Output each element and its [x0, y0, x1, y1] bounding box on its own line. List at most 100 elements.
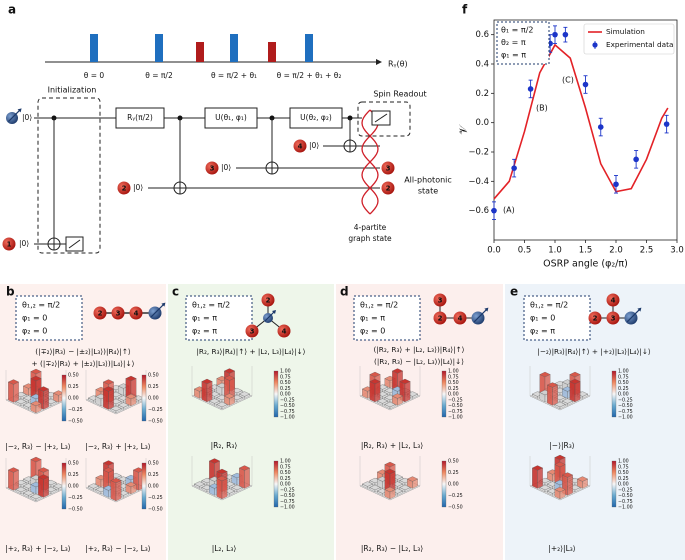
label: 0.00: [148, 484, 159, 490]
data-point: [582, 81, 589, 88]
cnot: [47, 237, 61, 251]
plot-bar: [216, 468, 228, 475]
node: [293, 139, 307, 153]
node: [433, 293, 447, 307]
plot-bar: [15, 486, 27, 493]
plot-bar: [223, 393, 236, 399]
label: 0.50: [448, 380, 459, 386]
label: −0.75: [448, 409, 463, 415]
label: θ₁,₂ = π/2: [192, 301, 230, 310]
label: 0.00: [618, 392, 629, 398]
node: [381, 161, 395, 175]
plot-bar: [110, 477, 122, 484]
spin-arrow: [626, 308, 641, 323]
label: −1.00: [618, 415, 633, 421]
node: [277, 324, 291, 338]
label: 0.25: [148, 472, 159, 478]
label: φ₁ = 0: [530, 314, 555, 323]
label: 0.25: [148, 384, 159, 390]
x-tick-label: 1.5: [579, 246, 593, 256]
plot-bar: [239, 467, 245, 489]
label: Rᵧ(θ): [388, 60, 408, 69]
plot-bar: [223, 375, 236, 381]
label: −0.25: [148, 495, 163, 501]
plot-bar: [7, 467, 20, 473]
plot-bar: [238, 465, 251, 471]
plot-bar: [554, 461, 566, 468]
label: 0.25: [68, 472, 79, 478]
plot-bar: [43, 476, 49, 498]
gate: [289, 107, 343, 129]
plot-bar: [391, 393, 404, 399]
spin-arrowhead: [637, 307, 642, 312]
panel-label: e: [510, 285, 518, 299]
param-box: [15, 295, 83, 341]
node: [245, 324, 259, 338]
plot-bar: [369, 381, 376, 403]
label: |0⟩: [22, 113, 32, 122]
plot-bar: [102, 386, 115, 392]
data-point: [613, 181, 619, 188]
label: U(θ₂, φ₂): [300, 113, 332, 122]
label: 2: [438, 315, 443, 323]
plot-bar: [374, 381, 381, 403]
label: −0.25: [148, 407, 163, 413]
label: θ₁,₂ = π/2: [22, 301, 60, 310]
label: 2: [266, 297, 271, 305]
label: −1.00: [280, 415, 295, 421]
label: 3: [438, 297, 443, 305]
panel-label: a: [8, 3, 16, 17]
label: |R₂, R₃⟩: [211, 441, 238, 450]
label: φ₁ = π: [501, 51, 526, 60]
label: −1.00: [280, 505, 295, 511]
node: [93, 306, 107, 320]
x-tick-label: 0.5: [518, 246, 532, 256]
plot-bar: [384, 461, 396, 468]
plot-bar: [561, 398, 574, 404]
node: [606, 293, 620, 307]
label: 0.50: [618, 470, 629, 476]
label: 0.50: [148, 373, 159, 379]
spin-arrowhead: [272, 310, 276, 314]
plot-bar: [369, 484, 381, 491]
data-point: [633, 156, 639, 163]
plot-bar: [574, 381, 581, 403]
label: 4: [611, 297, 616, 305]
plot-bar: [30, 368, 42, 375]
plot-bar: [102, 467, 115, 473]
label: |0⟩: [221, 163, 231, 172]
label: 1.00: [280, 369, 291, 375]
panel-label: b: [6, 285, 15, 299]
plot-bar: [102, 379, 115, 385]
label: −0.75: [618, 499, 633, 505]
plot-bar: [576, 476, 589, 482]
plot-bar: [404, 381, 411, 403]
pulse: [90, 34, 98, 62]
label: −0.25: [618, 397, 633, 403]
data-point: [597, 124, 604, 130]
label: 0.25: [280, 476, 291, 482]
readout-box: [357, 101, 411, 137]
x-tick-label: 2.0: [609, 246, 623, 256]
node: [129, 306, 143, 320]
label: −0.25: [448, 493, 463, 499]
label: 𝒱: [457, 124, 470, 135]
plot-bar: [108, 388, 114, 410]
node: [261, 293, 275, 307]
label: 0.50: [68, 373, 79, 379]
plot-bar: [30, 493, 42, 500]
plot-bar: [201, 381, 208, 403]
legend-point: [592, 42, 598, 48]
label: 0.75: [618, 374, 629, 380]
plot-bar: [539, 371, 551, 378]
label: −0.50: [148, 507, 163, 513]
label: OSRP angle (φ₂/π): [543, 259, 628, 270]
label: |L₂, L₃⟩: [212, 544, 237, 553]
node: [117, 181, 131, 195]
plot-bar: [231, 484, 243, 491]
label: 0.50: [148, 461, 159, 467]
label: 0.25: [280, 386, 291, 392]
label: −0.50: [448, 505, 463, 511]
plot-bar: [223, 368, 236, 374]
